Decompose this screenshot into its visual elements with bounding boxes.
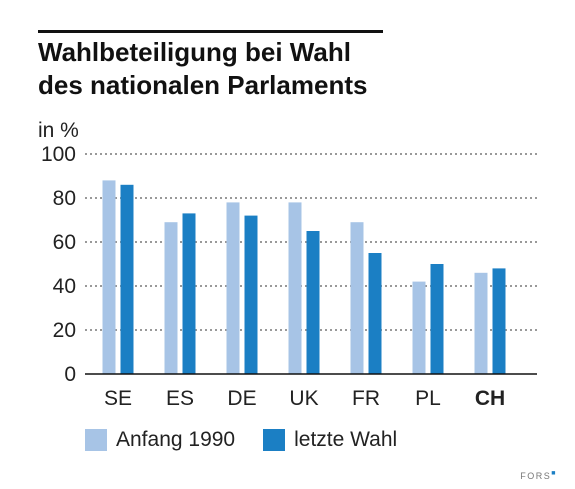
bar-de-series-1 xyxy=(226,202,240,374)
x-tick-label-es: ES xyxy=(166,387,194,410)
bar-pl-series-1 xyxy=(412,281,426,374)
x-tick-label-ch: CH xyxy=(475,387,505,410)
legend-label-series-2: letzte Wahl xyxy=(294,428,398,451)
y-tick-label-0: 0 xyxy=(64,363,76,386)
bar-fr-series-1 xyxy=(350,222,364,374)
x-tick-label-se: SE xyxy=(104,387,132,410)
bar-pl-series-2 xyxy=(430,264,444,374)
title-line-1: Wahlbeteiligung bei Wahl xyxy=(38,37,351,67)
chart-title: Wahlbeteiligung bei Wahl des nationalen … xyxy=(38,36,538,102)
bar-uk-series-1 xyxy=(288,202,302,374)
bar-fr-series-2 xyxy=(368,253,382,374)
legend-swatch-series-2 xyxy=(263,429,286,451)
x-tick-label-uk: UK xyxy=(289,387,318,410)
bar-es-series-2 xyxy=(182,213,196,374)
bar-se-series-2 xyxy=(120,184,134,374)
bar-ch-series-2 xyxy=(492,268,506,374)
legend: Anfang 1990 letzte Wahl xyxy=(85,428,425,452)
bar-de-series-2 xyxy=(244,215,258,374)
legend-label-series-1: Anfang 1990 xyxy=(116,428,236,451)
y-tick-label-100: 100 xyxy=(41,143,76,166)
y-tick-label-60: 60 xyxy=(53,231,76,254)
x-tick-label-pl: PL xyxy=(415,387,441,410)
x-tick-label-de: DE xyxy=(227,387,256,410)
bar-uk-series-2 xyxy=(306,231,320,374)
y-axis-label: in % xyxy=(38,119,79,142)
source-logo: FORS■ xyxy=(520,470,557,481)
legend-item-series-2: letzte Wahl xyxy=(263,428,397,452)
bar-ch-series-1 xyxy=(474,272,488,374)
bar-es-series-1 xyxy=(164,222,178,374)
title-rule xyxy=(38,30,383,33)
y-tick-label-40: 40 xyxy=(53,275,76,298)
source-label: FORS xyxy=(520,471,552,481)
bar-se-series-1 xyxy=(102,180,116,374)
title-line-2: des nationalen Parlaments xyxy=(38,70,368,100)
legend-item-series-1: Anfang 1990 xyxy=(85,428,235,452)
legend-swatch-series-1 xyxy=(85,429,107,451)
x-tick-label-fr: FR xyxy=(352,387,380,410)
y-tick-label-80: 80 xyxy=(53,187,76,210)
y-tick-label-20: 20 xyxy=(53,319,76,342)
